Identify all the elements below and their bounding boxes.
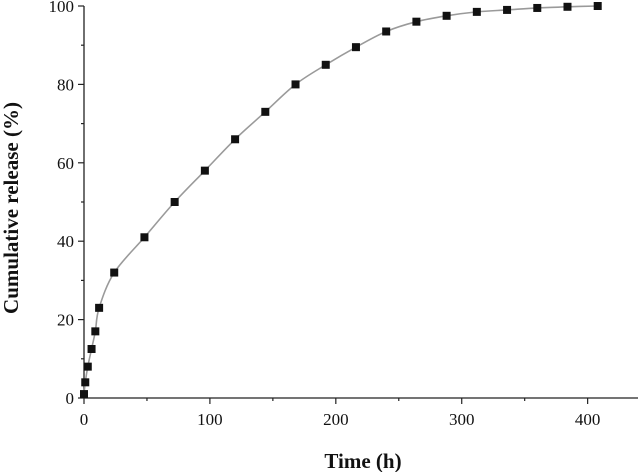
data-point (231, 135, 240, 144)
x-axis-title: Time (h) (324, 449, 401, 472)
data-point (80, 390, 88, 399)
y-tick-label: 60 (57, 154, 74, 173)
data-point (110, 268, 119, 277)
y-tick-label: 80 (57, 75, 74, 94)
data-point (351, 43, 360, 52)
data-point (91, 327, 100, 336)
data-point (442, 11, 451, 20)
x-tick-label: 200 (323, 410, 349, 429)
data-point (321, 60, 330, 69)
data-point (87, 345, 96, 353)
data-point (533, 3, 542, 12)
data-point (83, 362, 92, 371)
x-tick-label: 400 (575, 410, 601, 429)
plot-area (80, 2, 602, 399)
data-point (95, 303, 104, 312)
data-point (563, 2, 572, 11)
axes (83, 6, 638, 399)
data-point (593, 2, 602, 10)
x-tick-label: 100 (197, 410, 223, 429)
y-tick-label: 40 (57, 232, 74, 251)
data-point (291, 80, 300, 89)
data-point (140, 233, 149, 242)
data-point (472, 7, 481, 16)
y-tick-label: 0 (66, 389, 75, 408)
data-point (200, 166, 209, 175)
data-point (81, 378, 90, 387)
data-point (503, 5, 512, 14)
data-point (412, 17, 421, 26)
y-tick-label: 100 (49, 0, 75, 16)
data-point (382, 27, 391, 36)
fit-curve (83, 5, 598, 395)
ticks: 0 100 200 300 400 0 20 40 60 80 100 (49, 0, 601, 429)
x-tick-label: 300 (449, 410, 475, 429)
y-axis-title: Cumulative release (%) (0, 102, 23, 314)
data-point (261, 107, 270, 116)
x-tick-label: 0 (80, 410, 89, 429)
data-point (170, 198, 179, 206)
y-tick-label: 20 (57, 311, 74, 330)
